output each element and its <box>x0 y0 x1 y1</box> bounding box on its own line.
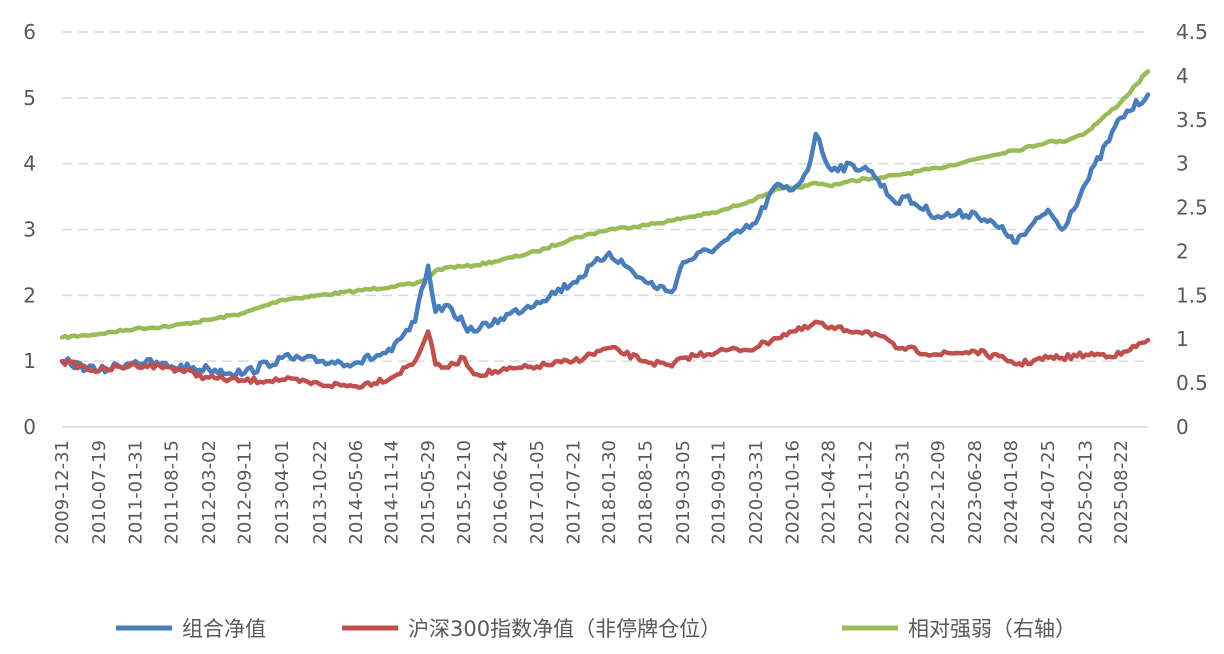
series-lines <box>59 69 1151 390</box>
x-tick-label: 2018-01-30 <box>599 440 620 545</box>
y-tick-right: 4.5 <box>1176 20 1208 44</box>
x-tick-label: 2017-07-21 <box>563 440 584 545</box>
x-tick-label: 2024-01-08 <box>1001 440 1022 545</box>
y-tick-right: 1.5 <box>1176 283 1208 307</box>
y-tick-right: 2.5 <box>1176 196 1208 220</box>
y-tick-left: 1 <box>23 349 36 373</box>
legend-label: 沪深300指数净值（非停牌仓位） <box>408 617 721 641</box>
right-y-axis: 0 0.5 1 1.5 2 2.5 3 3.5 4 4.5 <box>1176 20 1208 439</box>
x-tick-label: 2015-12-10 <box>454 440 475 545</box>
x-tick-label: 2021-11-12 <box>855 440 876 545</box>
y-tick-right: 1 <box>1176 327 1189 351</box>
x-tick-label: 2010-07-19 <box>89 440 110 545</box>
x-tick-label: 2025-02-13 <box>1076 440 1097 545</box>
x-tick-label: 2020-10-16 <box>783 440 804 545</box>
x-axis: 2009-12-31 2010-07-19 2011-01-31 2011-08-15… <box>52 440 1132 545</box>
y-tick-left: 3 <box>23 218 36 242</box>
y-tick-right: 0.5 <box>1176 371 1208 395</box>
x-tick-label: 2022-05-31 <box>892 440 913 545</box>
x-tick-label: 2013-04-01 <box>272 440 293 545</box>
left-y-axis: 0 1 2 3 4 5 6 <box>23 20 36 439</box>
legend-label: 相对强弱（右轴） <box>908 617 1076 641</box>
x-tick-label: 2020-03-31 <box>746 440 767 545</box>
y-tick-left: 2 <box>23 283 36 307</box>
y-tick-right: 2 <box>1176 239 1189 263</box>
legend: 组合净值 沪深300指数净值（非停牌仓位） 相对强弱（右轴） <box>116 617 1076 641</box>
x-tick-label: 2013-10-22 <box>310 440 331 545</box>
x-tick-label: 2017-01-05 <box>527 440 548 545</box>
x-tick-label: 2011-08-15 <box>162 440 183 545</box>
y-tick-right: 0 <box>1176 415 1189 439</box>
series-line <box>59 319 1151 390</box>
x-tick-label: 2014-05-06 <box>346 440 367 545</box>
x-tick-label: 2012-09-11 <box>235 440 256 545</box>
x-tick-label: 2025-08-22 <box>1111 440 1132 545</box>
x-tick-label: 2012-03-02 <box>199 440 220 545</box>
x-tick-label: 2023-06-28 <box>965 440 986 545</box>
x-tick-label: 2011-01-31 <box>125 440 146 545</box>
series-line <box>59 92 1151 378</box>
y-tick-right: 4 <box>1176 64 1189 88</box>
x-tick-label: 2018-08-15 <box>636 440 657 545</box>
y-tick-right: 3.5 <box>1176 108 1208 132</box>
y-tick-left: 5 <box>23 86 36 110</box>
grid-lines <box>62 31 1148 428</box>
x-tick-label: 2024-07-25 <box>1038 440 1059 545</box>
y-tick-right: 3 <box>1176 152 1189 176</box>
x-tick-label: 2022-12-09 <box>928 440 949 545</box>
y-tick-left: 0 <box>23 415 36 439</box>
x-tick-label: 2016-06-24 <box>491 440 512 545</box>
x-tick-label: 2014-11-14 <box>382 440 403 545</box>
y-tick-left: 6 <box>23 20 36 44</box>
x-tick-label: 2021-04-28 <box>819 440 840 545</box>
series-line <box>59 69 1151 341</box>
legend-label: 组合净值 <box>182 617 266 641</box>
y-tick-left: 4 <box>23 152 36 176</box>
x-tick-label: 2019-09-11 <box>708 440 729 545</box>
x-tick-label: 2015-05-29 <box>418 440 439 545</box>
x-tick-label: 2009-12-31 <box>52 440 73 545</box>
x-tick-label: 2019-03-05 <box>673 440 694 545</box>
